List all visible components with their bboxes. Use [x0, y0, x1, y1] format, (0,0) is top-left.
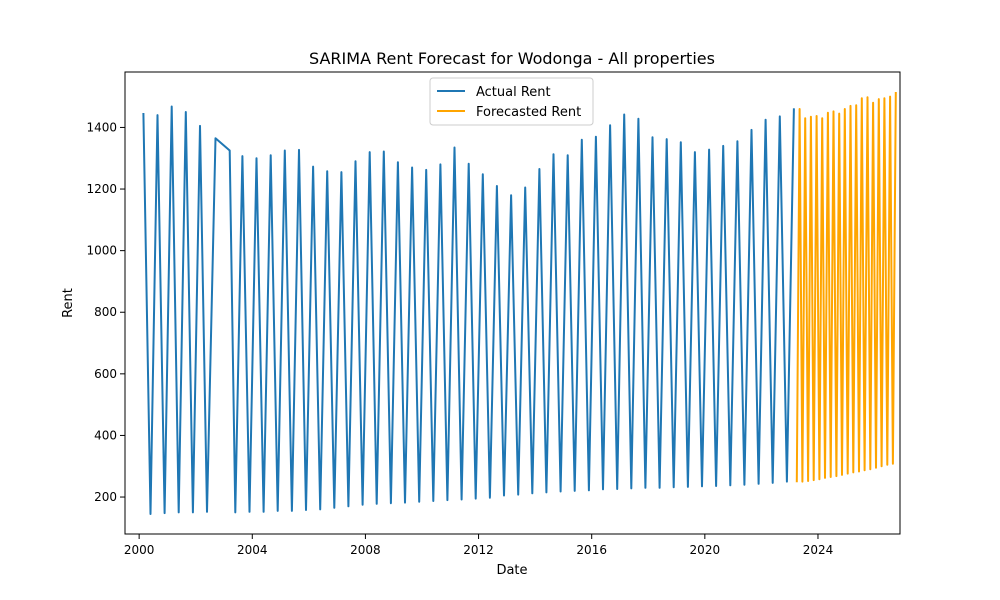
- x-tick-label: 2020: [690, 543, 721, 557]
- actual-rent-line: [142, 105, 795, 515]
- legend: Actual Rent Forecasted Rent: [429, 77, 594, 126]
- y-tick-label: 400: [94, 428, 117, 442]
- plot-frame: [124, 71, 901, 535]
- x-tick-label: 2012: [463, 543, 494, 557]
- x-tick-label: 2000: [124, 543, 155, 557]
- y-tick-label: 1200: [86, 182, 117, 196]
- legend-label-actual: Actual Rent: [476, 85, 551, 100]
- x-tick-label: 2024: [803, 543, 834, 557]
- x-axis: 2000 2004 2008 2012 2016 2020 2024: [124, 534, 833, 557]
- legend-box: [429, 77, 594, 126]
- y-tick-label: 600: [94, 367, 117, 381]
- x-tick-label: 2008: [350, 543, 381, 557]
- x-tick-label: 2016: [576, 543, 607, 557]
- y-tick-label: 1000: [86, 244, 117, 258]
- y-tick-label: 800: [94, 305, 117, 319]
- x-tick-label: 2004: [237, 543, 268, 557]
- chart-title: SARIMA Rent Forecast for Wodonga - All p…: [309, 49, 715, 68]
- forecasted-rent-line: [795, 91, 897, 483]
- y-axis-label: Rent: [61, 288, 76, 318]
- x-axis-label: Date: [496, 563, 527, 578]
- y-axis: 200 400 600 800 1000 1200 1400: [86, 120, 125, 504]
- plot-area: [142, 91, 897, 515]
- legend-label-forecast: Forecasted Rent: [476, 105, 581, 120]
- y-tick-label: 200: [94, 490, 117, 504]
- y-tick-label: 1400: [86, 120, 117, 134]
